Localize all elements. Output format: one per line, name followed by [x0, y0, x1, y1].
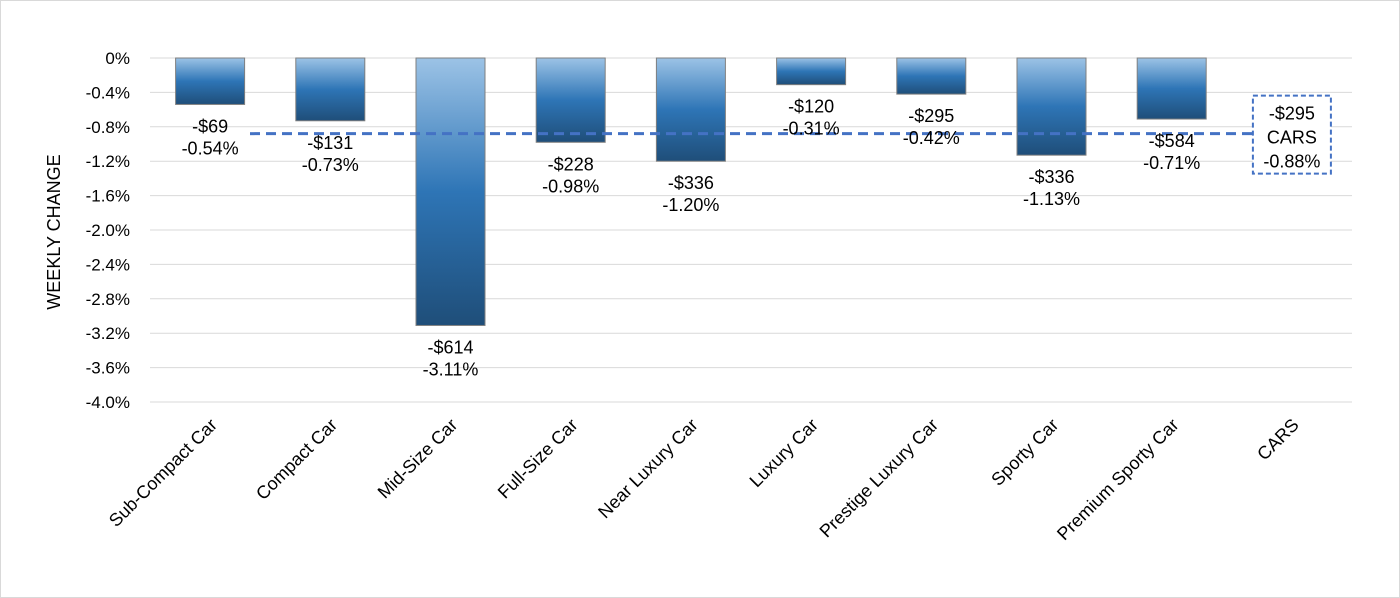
category-label: Premium Sporty Car [1053, 415, 1182, 544]
data-label-dollar: -$336 [1028, 167, 1074, 187]
bar [415, 57, 486, 326]
reference-label-box [1251, 94, 1332, 175]
data-label-dollar: -$228 [548, 154, 594, 174]
bar [1016, 57, 1087, 156]
category-label: Sporty Car [987, 415, 1062, 490]
data-label-percent: -0.54% [182, 138, 239, 158]
data-label-percent: -0.71% [1143, 153, 1200, 173]
data-label-dollar: -$614 [427, 337, 473, 357]
data-label-percent: -0.98% [542, 176, 599, 196]
data-label-percent: -0.73% [302, 155, 359, 175]
data-label-dollar: -$336 [668, 173, 714, 193]
category-label: Compact Car [252, 415, 341, 504]
bar [776, 57, 847, 86]
data-label-dollar: -$584 [1149, 131, 1195, 151]
bar [655, 57, 726, 162]
reference-label-line: -0.88% [1263, 152, 1320, 172]
y-tick-label: -2.8% [86, 290, 130, 309]
data-label-percent: -0.31% [783, 119, 840, 139]
y-tick-label: -0.4% [86, 83, 130, 102]
y-axis-title: WEEKLY CHANGE [44, 154, 64, 309]
category-label: Mid-Size Car [374, 415, 462, 503]
bar [175, 57, 246, 105]
y-tick-label: -2.4% [86, 255, 130, 274]
data-label-percent: -3.11% [423, 359, 479, 379]
y-tick-label: -3.6% [86, 359, 130, 378]
data-label-percent: -1.20% [662, 195, 719, 215]
data-label-dollar: -$295 [908, 106, 954, 126]
y-tick-label: -0.8% [86, 118, 130, 137]
data-label-dollar: -$69 [192, 116, 228, 136]
y-tick-label: 0% [105, 49, 130, 68]
category-label: Full-Size Car [494, 415, 582, 503]
y-tick-label: -3.2% [86, 324, 130, 343]
category-label: Prestige Luxury Car [816, 415, 943, 542]
reference-line-group: -$295 CARS -0.88% [250, 94, 1332, 175]
bar [896, 57, 967, 95]
bar [1136, 57, 1207, 120]
data-label-percent: -0.42% [903, 128, 960, 148]
y-tick-label: -1.6% [86, 187, 130, 206]
bar [295, 57, 366, 122]
data-labels: -$69-0.54% -$131-0.73%-$614-3.11%-$228-0.… [182, 97, 1201, 380]
reference-label-line: CARS [1267, 128, 1317, 148]
category-labels: Sub-Compact Car Compact Car Mid-Size Car Fu… [105, 415, 1303, 544]
y-tick-label: -4.0% [86, 393, 130, 412]
data-label-dollar: -$120 [788, 97, 834, 117]
bars [175, 57, 1207, 326]
category-label: CARS [1253, 415, 1303, 465]
y-tick-label: -2.0% [86, 221, 130, 240]
category-label: Luxury Car [746, 415, 822, 491]
category-label: Near Luxury Car [594, 415, 702, 523]
bar [535, 57, 606, 143]
reference-label-line: -$295 [1269, 104, 1315, 124]
category-label: Sub-Compact Car [105, 415, 221, 531]
data-label-percent: -1.13% [1023, 189, 1080, 209]
data-label-dollar: -$131 [307, 133, 353, 153]
y-tick-label: -1.2% [86, 152, 130, 171]
y-tick-labels: 0% -0.4% -0.8% -1.2% -1.6% -2.0% -2.4% -2.8% -3.… [86, 49, 130, 412]
